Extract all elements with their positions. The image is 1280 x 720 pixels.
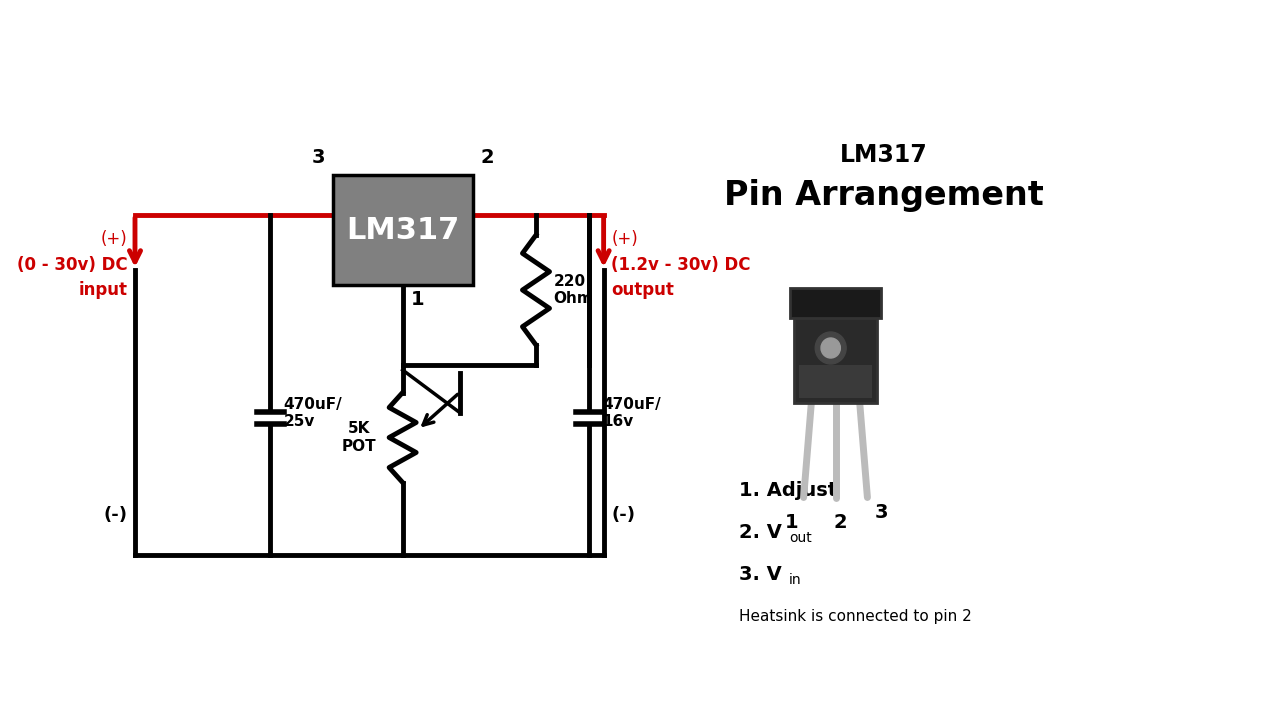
Text: Heatsink is connected to pin 2: Heatsink is connected to pin 2 xyxy=(739,608,972,624)
Text: 1: 1 xyxy=(411,290,424,309)
Bar xyxy=(799,365,872,397)
Circle shape xyxy=(815,332,846,364)
Text: 1: 1 xyxy=(785,513,799,531)
Text: input: input xyxy=(78,281,127,299)
Text: (1.2v - 30v) DC: (1.2v - 30v) DC xyxy=(612,256,751,274)
Circle shape xyxy=(820,338,841,358)
Text: 3. V: 3. V xyxy=(739,564,782,583)
Bar xyxy=(790,287,882,318)
Text: Pin Arrangement: Pin Arrangement xyxy=(724,179,1043,212)
Text: (-): (-) xyxy=(104,506,127,524)
Text: 5K
POT: 5K POT xyxy=(342,421,376,454)
Text: 220
Ohm: 220 Ohm xyxy=(553,274,593,306)
Text: 3: 3 xyxy=(312,148,325,167)
Text: 2: 2 xyxy=(833,513,847,531)
Text: output: output xyxy=(612,281,675,299)
Text: 1. Adjust: 1. Adjust xyxy=(739,480,837,500)
Text: 470uF/
25v: 470uF/ 25v xyxy=(284,397,343,429)
Text: 470uF/
16v: 470uF/ 16v xyxy=(603,397,662,429)
Text: out: out xyxy=(790,531,812,545)
Text: 2: 2 xyxy=(481,148,494,167)
Bar xyxy=(333,175,474,285)
Text: in: in xyxy=(790,573,801,587)
Text: 2. V: 2. V xyxy=(739,523,782,541)
Text: LM317: LM317 xyxy=(347,215,460,245)
Text: (-): (-) xyxy=(612,506,635,524)
Text: (0 - 30v) DC: (0 - 30v) DC xyxy=(17,256,127,274)
Text: 3: 3 xyxy=(874,503,888,521)
Text: (+): (+) xyxy=(101,230,127,248)
Bar xyxy=(795,318,877,402)
Text: (+): (+) xyxy=(612,230,639,248)
Text: LM317: LM317 xyxy=(840,143,928,167)
